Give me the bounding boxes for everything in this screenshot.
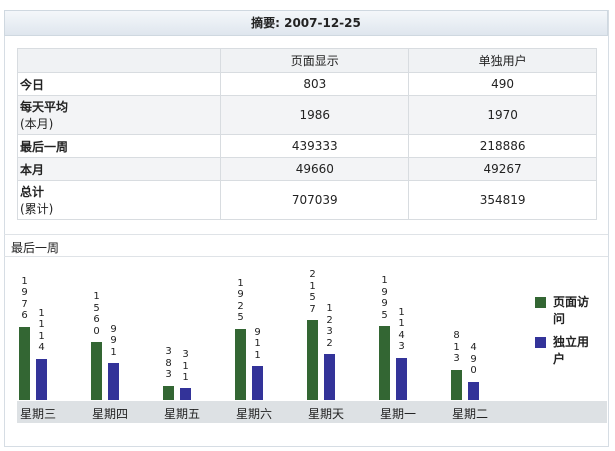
separator <box>4 256 608 257</box>
x-tick-label: 星期天 <box>308 407 345 421</box>
row-sublabel: (累计) <box>20 202 54 216</box>
legend-swatch <box>535 297 546 308</box>
panel-frame <box>4 10 609 447</box>
cell-value: 49267 <box>408 157 597 181</box>
cell-value: 218886 <box>408 134 597 158</box>
value-label: 1114 <box>38 307 45 354</box>
row-label-cell: 总计 (累计) <box>16 180 222 220</box>
legend-label: 页面访问 <box>553 295 590 326</box>
category-strip <box>17 401 607 423</box>
value-label: 911 <box>254 326 261 361</box>
bar <box>252 366 263 400</box>
x-tick-label: 星期三 <box>20 407 57 421</box>
summary-header: 摘要: 2007-12-25 <box>4 10 608 36</box>
bar <box>19 326 30 400</box>
legend-label: 独立用户 <box>553 335 590 366</box>
bar <box>108 363 119 400</box>
value-label: 1232 <box>326 303 333 349</box>
value-label: 490 <box>470 342 477 377</box>
cell-value: 1986 <box>220 95 410 135</box>
bar <box>324 354 335 400</box>
value-label: 991 <box>110 323 117 358</box>
x-tick-label: 星期五 <box>164 407 201 421</box>
cell-value: 803 <box>220 72 410 96</box>
summary-table: 页面显示 单独用户 今日 803 490 每天平均 (本月) 1986 1970 最后一周 439… <box>16 48 597 220</box>
row-label: 每天平均 <box>20 100 69 114</box>
cell-value: 49660 <box>220 157 410 181</box>
row-label-cell: 本月 <box>16 157 222 181</box>
bar <box>451 369 462 400</box>
column-header: 单独用户 <box>408 48 597 73</box>
bar <box>379 326 390 400</box>
table-row: 每天平均 (本月) 1986 1970 <box>16 95 597 135</box>
value-label: 311 <box>182 349 189 383</box>
row-label: 最后一周 <box>20 139 69 154</box>
table-row: 本月 49660 49267 <box>16 157 597 181</box>
column-header: 页面显示 <box>220 48 410 73</box>
table-row: 总计 (累计) 707039 354819 <box>16 180 597 220</box>
cell-value: 707039 <box>220 180 410 220</box>
chart-title: 最后一周 <box>11 241 60 255</box>
row-label: 总计 <box>20 185 45 199</box>
x-tick-label: 星期一 <box>380 407 417 421</box>
bar <box>396 357 407 400</box>
value-label: 1143 <box>398 306 405 353</box>
bar <box>468 381 479 400</box>
x-tick-label: 星期六 <box>236 407 273 421</box>
x-tick-label: 星期二 <box>452 407 489 421</box>
table-row: 今日 803 490 <box>16 72 597 96</box>
bar <box>91 342 102 400</box>
value-label: 1976 <box>21 275 28 322</box>
value-label: 813 <box>453 330 460 365</box>
row-label-cell: 今日 <box>16 72 222 96</box>
value-label: 383 <box>165 346 172 381</box>
cell-value: 439333 <box>220 134 410 158</box>
bar <box>307 320 318 400</box>
bar <box>235 328 246 400</box>
value-label: 1560 <box>93 291 100 337</box>
corner-cell <box>16 48 222 73</box>
bar <box>36 358 47 400</box>
separator <box>4 234 608 235</box>
value-label: 1995 <box>381 275 388 321</box>
row-sublabel: (本月) <box>20 117 54 131</box>
legend-swatch <box>535 337 546 348</box>
row-label-cell: 最后一周 <box>16 134 222 158</box>
bar <box>180 388 191 400</box>
bar <box>163 385 174 400</box>
cell-value: 490 <box>408 72 597 96</box>
x-tick-label: 星期四 <box>92 407 129 421</box>
table-row: 最后一周 439333 218886 <box>16 134 597 158</box>
row-label: 今日 <box>20 77 45 92</box>
row-label-cell: 每天平均 (本月) <box>16 95 222 135</box>
cell-value: 1970 <box>408 95 597 135</box>
value-label: 1925 <box>237 277 244 324</box>
cell-value: 354819 <box>408 180 597 220</box>
row-label: 本月 <box>20 162 45 177</box>
value-label: 2157 <box>309 269 316 315</box>
